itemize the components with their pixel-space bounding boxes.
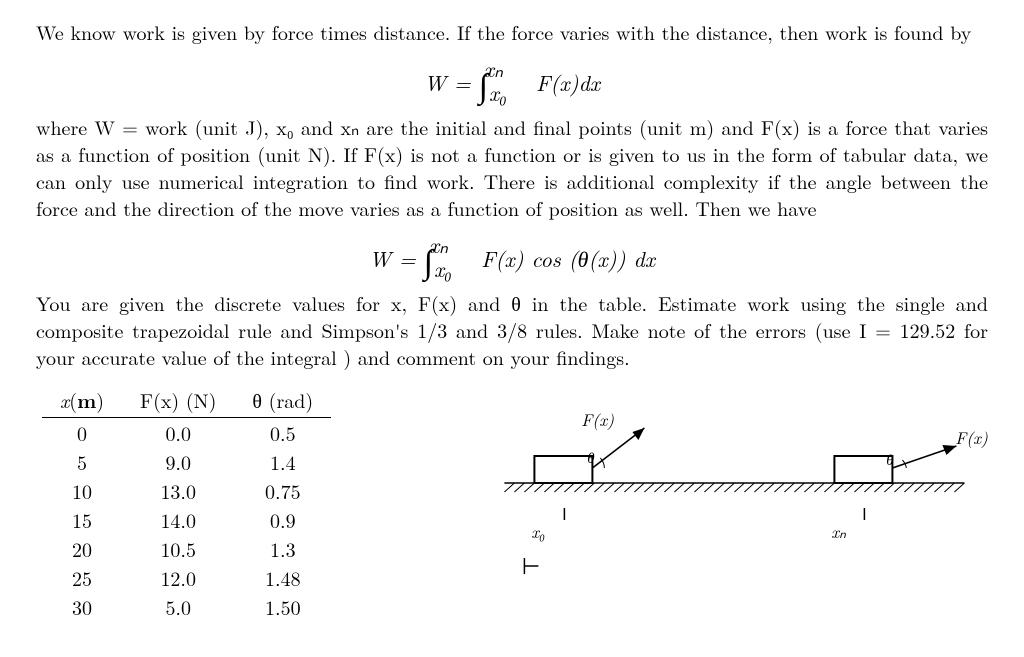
label-x0: x₀ (531, 520, 545, 543)
intro-paragraph-3: You are given the discrete values for x,… (36, 289, 988, 370)
table-row: 2010.51.3 (42, 534, 331, 563)
intro-paragraph-1: We know work is given by force times dis… (36, 18, 988, 45)
label-F-right: F(x) (955, 426, 988, 449)
table-row: 1514.00.9 (42, 505, 331, 534)
table-row: 305.01.50 (42, 592, 331, 621)
table-row: 59.01.4 (42, 447, 331, 476)
table-head-row: x(m) F(x) (N) θ (rad) (42, 384, 331, 418)
table-row: 00.00.5 (42, 417, 331, 447)
table-row: 1013.00.75 (42, 476, 331, 505)
diagram: F(x) F(x) θ θ x₀ xₙ (481, 408, 988, 588)
table-row: 2512.01.48 (42, 563, 331, 592)
equation-1: W = ∫xₙx₀ F(x)dx (36, 55, 988, 101)
label-theta-right: θ (886, 450, 893, 470)
col-head-x: x(m) (42, 384, 122, 418)
label-F-left: F(x) (581, 408, 614, 431)
label-xn: xₙ (831, 520, 846, 543)
label-theta-left: θ (587, 448, 594, 468)
equation-2: W = ∫xₙx₀ F(x) cos (θ(x)) dx (36, 231, 988, 277)
intro-paragraph-2: where W = work (unit J), x₀ and xₙ are t… (36, 113, 988, 221)
col-head-theta: θ (rad) (234, 384, 331, 418)
col-head-F: F(x) (N) (122, 384, 234, 418)
diagram-svg (481, 408, 988, 588)
data-table: x(m) F(x) (N) θ (rad) 00.00.5 59.01.4 10… (42, 384, 331, 621)
